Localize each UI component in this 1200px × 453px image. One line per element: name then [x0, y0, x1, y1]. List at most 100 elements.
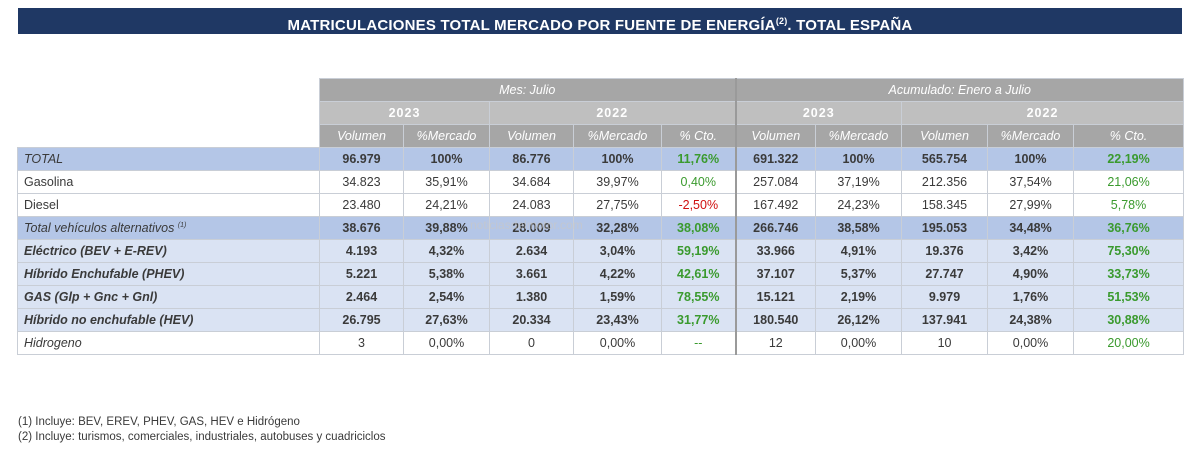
table-row-electric: Eléctrico (BEV + E-REV) 4.193 4,32% 2.63… [17, 239, 1185, 263]
cell-volumen-2023: 96.979 [319, 147, 404, 171]
cell-acc-mercado-2023: 0,00% [815, 331, 903, 355]
cell-growth: 42,61% [660, 262, 737, 286]
header-blank [17, 124, 320, 148]
cell-acc-volumen-2022: 9.979 [901, 285, 989, 309]
cell-acc-volumen-2022: 565.754 [901, 147, 989, 171]
cell-acc-volumen-2023: 12 [734, 331, 817, 355]
table-row-phev: Híbrido Enchufable (PHEV) 5.221 5,38% 3.… [17, 262, 1185, 286]
cell-volumen-2023: 3 [319, 331, 404, 355]
row-label: Eléctrico (BEV + E-REV) [17, 239, 320, 263]
cell-acc-volumen-2022: 19.376 [901, 239, 989, 263]
footnotes: (1) Incluye: BEV, EREV, PHEV, GAS, HEV e… [18, 415, 386, 445]
cell-mercado-2022: 23,43% [573, 308, 662, 332]
header-group-accumulated: Acumulado: Enero a Julio [734, 78, 1185, 102]
cell-acc-growth: 36,76% [1073, 216, 1185, 240]
header-year-2022-month: 2022 [488, 101, 737, 125]
cell-growth: 0,40% [660, 170, 737, 194]
cell-acc-growth: 51,53% [1073, 285, 1185, 309]
cell-growth: 11,76% [660, 147, 737, 171]
header-year-2023-month: 2023 [319, 101, 490, 125]
footnote-1: (1) Incluye: BEV, EREV, PHEV, GAS, HEV e… [18, 416, 300, 428]
cell-acc-volumen-2023: 33.966 [734, 239, 817, 263]
cell-acc-mercado-2022: 100% [987, 147, 1075, 171]
row-label: Diesel [17, 193, 320, 217]
cell-volumen-2022: 20.334 [489, 308, 574, 332]
cell-acc-volumen-2022: 212.356 [901, 170, 989, 194]
cell-acc-mercado-2023: 4,91% [815, 239, 903, 263]
cell-mercado-2022: 27,75% [573, 193, 662, 217]
cell-acc-volumen-2023: 180.540 [734, 308, 817, 332]
cell-volumen-2023: 38.676 [319, 216, 404, 240]
cell-growth: 38,08% [660, 216, 737, 240]
cell-acc-mercado-2022: 4,90% [987, 262, 1075, 286]
cell-acc-volumen-2023: 15.121 [734, 285, 817, 309]
watermark: noticiasdelmotor.com [470, 218, 583, 232]
cell-acc-mercado-2023: 5,37% [815, 262, 903, 286]
cell-volumen-2022: 24.083 [489, 193, 574, 217]
cell-acc-volumen-2022: 158.345 [901, 193, 989, 217]
header-blank [17, 78, 320, 102]
cell-volumen-2023: 4.193 [319, 239, 404, 263]
cell-acc-growth: 22,19% [1073, 147, 1185, 171]
cell-acc-volumen-2023: 167.492 [734, 193, 817, 217]
cell-acc-growth: 21,06% [1073, 170, 1185, 194]
cell-growth: -2,50% [660, 193, 737, 217]
cell-growth: -- [660, 331, 737, 355]
cell-acc-mercado-2022: 37,54% [987, 170, 1075, 194]
cell-mercado-2022: 0,00% [573, 331, 662, 355]
cell-acc-mercado-2023: 2,19% [815, 285, 903, 309]
cell-acc-growth: 30,88% [1073, 308, 1185, 332]
title-superscript: (2) [775, 16, 788, 26]
cell-acc-volumen-2022: 137.941 [901, 308, 989, 332]
cell-acc-mercado-2022: 24,38% [987, 308, 1075, 332]
cell-acc-mercado-2023: 37,19% [815, 170, 903, 194]
title-main: MATRICULACIONES TOTAL MERCADO POR FUENTE… [287, 17, 776, 34]
cell-mercado-2023: 24,21% [403, 193, 490, 217]
cell-growth: 31,77% [660, 308, 737, 332]
row-label: TOTAL [17, 147, 320, 171]
cell-acc-mercado-2023: 24,23% [815, 193, 903, 217]
cell-acc-growth: 20,00% [1073, 331, 1185, 355]
cell-acc-volumen-2022: 10 [901, 331, 989, 355]
cell-volumen-2022: 86.776 [489, 147, 574, 171]
cell-mercado-2022: 4,22% [573, 262, 662, 286]
cell-mercado-2022: 39,97% [573, 170, 662, 194]
cell-volumen-2023: 2.464 [319, 285, 404, 309]
cell-acc-volumen-2023: 257.084 [734, 170, 817, 194]
cell-mercado-2023: 5,38% [403, 262, 490, 286]
col-header-mercado: %Mercado [815, 124, 903, 148]
cell-acc-mercado-2022: 27,99% [987, 193, 1075, 217]
cell-mercado-2022: 1,59% [573, 285, 662, 309]
cell-volumen-2022: 3.661 [489, 262, 574, 286]
cell-mercado-2023: 100% [403, 147, 490, 171]
row-label: Gasolina [17, 170, 320, 194]
col-header-volumen: Volumen [489, 124, 574, 148]
cell-mercado-2023: 2,54% [403, 285, 490, 309]
cell-acc-mercado-2022: 34,48% [987, 216, 1075, 240]
cell-mercado-2023: 27,63% [403, 308, 490, 332]
table-row-hydrogen: Hidrogeno 3 0,00% 0 0,00% -- 12 0,00% 10… [17, 331, 1185, 355]
row-label: Híbrido no enchufable (HEV) [17, 308, 320, 332]
page-title: MATRICULACIONES TOTAL MERCADO POR FUENTE… [18, 8, 1182, 34]
cell-mercado-2023: 4,32% [403, 239, 490, 263]
cell-acc-volumen-2023: 691.322 [734, 147, 817, 171]
table-row-hev: Híbrido no enchufable (HEV) 26.795 27,63… [17, 308, 1185, 332]
cell-growth: 78,55% [660, 285, 737, 309]
cell-mercado-2023: 35,91% [403, 170, 490, 194]
cell-volumen-2022: 34.684 [489, 170, 574, 194]
header-year-2022-acc: 2022 [901, 101, 1185, 125]
cell-mercado-2023: 39,88% [403, 216, 490, 240]
cell-mercado-2022: 3,04% [573, 239, 662, 263]
col-header-volumen: Volumen [319, 124, 404, 148]
cell-acc-mercado-2023: 26,12% [815, 308, 903, 332]
cell-mercado-2023: 0,00% [403, 331, 490, 355]
col-header-volumen: Volumen [734, 124, 817, 148]
row-label: Total vehículos alternativos (1) [17, 216, 320, 240]
table-row-gasolina: Gasolina 34.823 35,91% 34.684 39,97% 0,4… [17, 170, 1185, 194]
header-group-month: Mes: Julio [318, 78, 737, 102]
cell-mercado-2022: 100% [573, 147, 662, 171]
col-header-cto: % Cto. [660, 124, 737, 148]
row-label-sup: (1) [177, 221, 187, 229]
table-row-diesel: Diesel 23.480 24,21% 24.083 27,75% -2,50… [17, 193, 1185, 217]
cell-acc-mercado-2023: 100% [815, 147, 903, 171]
